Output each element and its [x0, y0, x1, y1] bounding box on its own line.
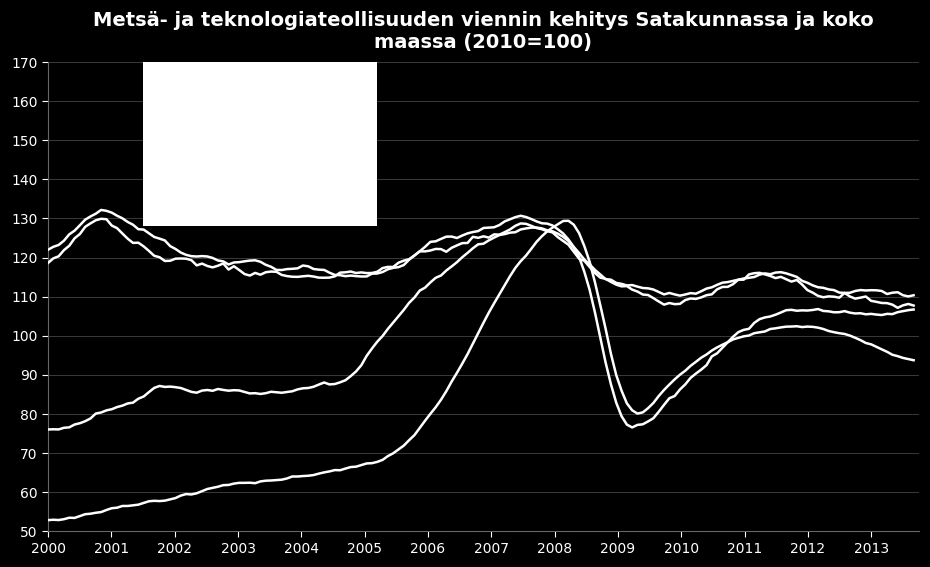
- Bar: [143, 62, 378, 226]
- Title: Metsä- ja teknologiateollisuuden viennin kehitys Satakunnassa ja koko
maassa (20: Metsä- ja teknologiateollisuuden viennin…: [93, 11, 874, 52]
